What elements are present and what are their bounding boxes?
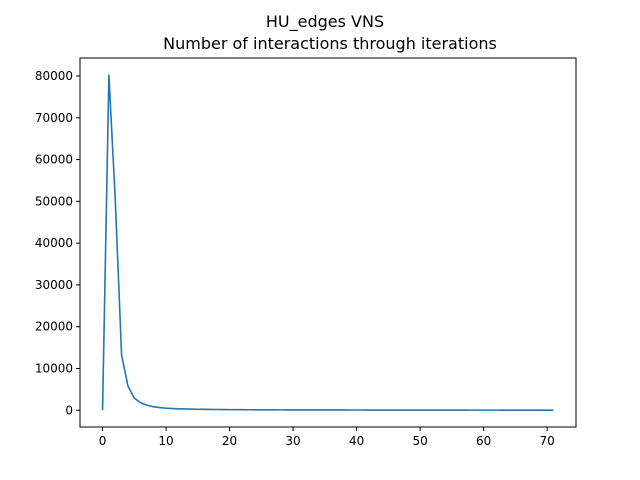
x-tick-label: 10 <box>158 434 173 448</box>
series-layer <box>101 74 554 411</box>
y-tick-label: 10000 <box>35 361 73 375</box>
axes-frame <box>79 57 577 428</box>
y-tick-label: 40000 <box>35 236 73 250</box>
x-tick-label: 20 <box>222 434 237 448</box>
y-tick-label: 60000 <box>35 153 73 167</box>
plot-area: 0 10 20 30 40 50 60 70 0 10000 20000 30000 40000 500… <box>35 57 577 448</box>
x-tick-label: 0 <box>99 434 107 448</box>
x-tick-label: 30 <box>285 434 300 448</box>
chart-title-group: HU_edges VNS Number of interactions thro… <box>163 12 497 53</box>
y-tick-label: 0 <box>65 403 73 417</box>
chart-title: HU_edges VNS <box>266 12 384 32</box>
x-tick-label: 50 <box>412 434 427 448</box>
x-tick-label: 40 <box>349 434 364 448</box>
y-axis: 0 10000 20000 30000 40000 50000 60000 70000 8000… <box>35 69 80 417</box>
y-tick-label: 20000 <box>35 320 73 334</box>
x-axis: 0 10 20 30 40 50 60 70 <box>99 427 555 448</box>
y-tick-label: 80000 <box>35 69 73 83</box>
x-tick-label: 60 <box>476 434 491 448</box>
chart-subtitle: Number of interactions through iteration… <box>163 34 497 53</box>
series-line <box>101 74 554 411</box>
y-tick-label: 30000 <box>35 278 73 292</box>
x-tick-label: 70 <box>539 434 554 448</box>
y-tick-label: 50000 <box>35 194 73 208</box>
y-tick-label: 70000 <box>35 111 73 125</box>
